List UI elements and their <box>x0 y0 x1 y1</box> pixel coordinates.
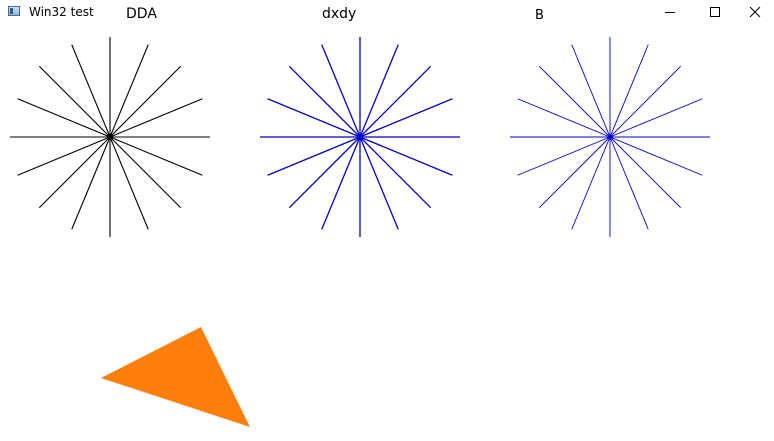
dda-ray <box>17 98 111 138</box>
b-ray <box>538 136 611 209</box>
b-ray <box>609 136 649 230</box>
star-dxdy <box>260 37 460 237</box>
dda-ray <box>17 136 111 176</box>
dxdy-ray <box>359 136 453 176</box>
b-ray <box>609 44 649 138</box>
maximize-button[interactable] <box>692 0 738 24</box>
b-ray <box>571 136 611 230</box>
dda-ray <box>109 136 149 230</box>
close-icon <box>749 6 761 18</box>
dda-ray <box>109 65 182 138</box>
dxdy-ray <box>359 98 453 138</box>
minimize-button[interactable] <box>647 0 693 24</box>
dxdy-ray <box>267 136 361 176</box>
dda-ray <box>109 136 203 176</box>
maximize-icon <box>710 7 720 17</box>
dda-ray <box>109 136 182 209</box>
dda-ray <box>71 44 111 138</box>
dda-ray <box>109 44 149 138</box>
b-ray <box>609 98 703 138</box>
minimize-icon <box>665 12 675 13</box>
dda-ray <box>38 136 111 209</box>
dxdy-ray <box>288 136 361 209</box>
title-bar[interactable]: Win32 test <box>0 0 774 24</box>
b-ray <box>517 98 611 138</box>
label-b: B <box>535 8 544 23</box>
b-ray <box>609 136 703 176</box>
dxdy-ray <box>359 136 432 209</box>
app-icon <box>8 6 20 16</box>
b-ray <box>609 65 682 138</box>
dxdy-ray <box>288 65 361 138</box>
b-ray <box>517 136 611 176</box>
label-dda: DDA <box>126 6 157 22</box>
dda-ray <box>38 65 111 138</box>
dxdy-ray <box>359 136 399 230</box>
b-ray <box>571 44 611 138</box>
dxdy-ray <box>359 65 432 138</box>
dxdy-ray <box>359 44 399 138</box>
window-title: Win32 test <box>29 5 94 19</box>
dxdy-ray <box>321 136 361 230</box>
dxdy-ray <box>321 44 361 138</box>
close-button[interactable] <box>736 0 774 24</box>
b-ray <box>538 65 611 138</box>
dda-ray <box>71 136 111 230</box>
dda-ray <box>109 98 203 138</box>
orange-triangle <box>101 327 250 427</box>
dxdy-ray <box>267 98 361 138</box>
star-b <box>510 37 710 237</box>
label-dxdy: dxdy <box>322 6 357 22</box>
b-ray <box>609 136 682 209</box>
star-dda <box>10 37 210 237</box>
